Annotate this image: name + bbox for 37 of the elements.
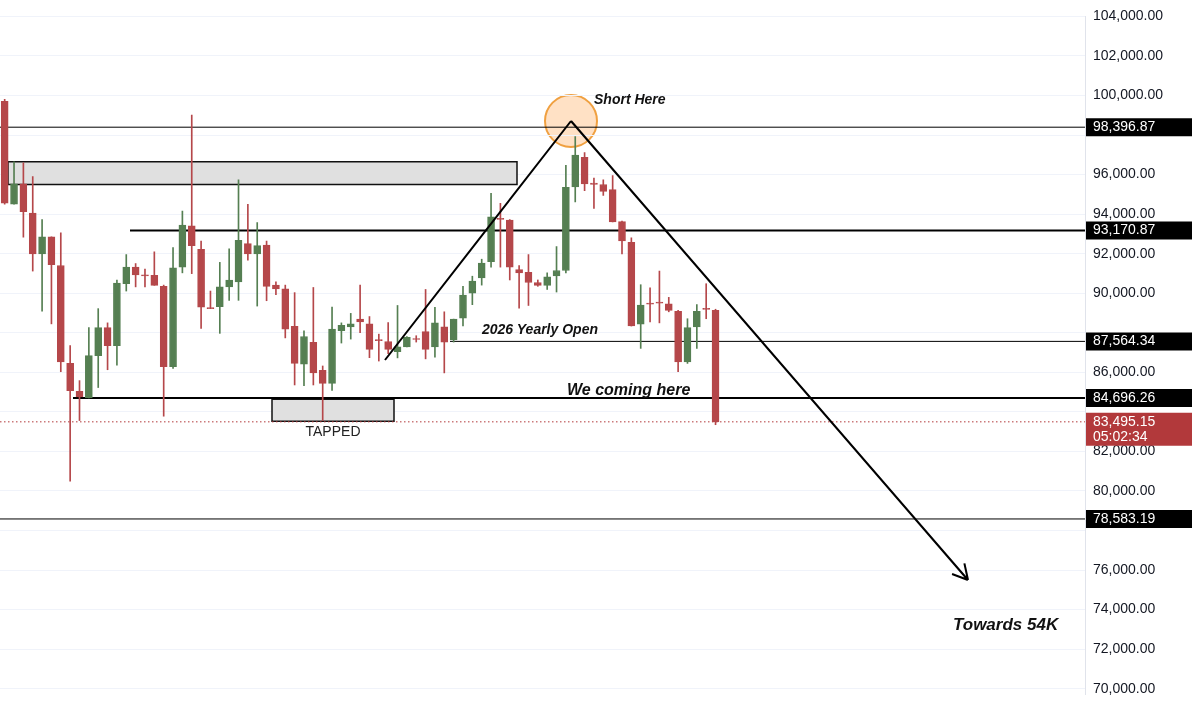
y-tick-label: 82,000.00 bbox=[1093, 442, 1156, 459]
candlestick bbox=[244, 203, 252, 261]
annotation: We coming here bbox=[567, 381, 691, 399]
candlestick bbox=[374, 333, 383, 362]
y-tick-label: 90,000.00 bbox=[1093, 284, 1156, 301]
y-tick-label: 76,000.00 bbox=[1093, 560, 1156, 577]
ref-line-label: 84,696.26 bbox=[1093, 388, 1156, 405]
y-tick-label: 102,000.00 bbox=[1093, 46, 1164, 63]
candlestick bbox=[515, 265, 523, 309]
annotation: Towards 54K bbox=[953, 614, 1060, 634]
candlestick bbox=[141, 268, 149, 288]
y-tick-label: 70,000.00 bbox=[1093, 679, 1156, 696]
y-tick-label: 86,000.00 bbox=[1093, 363, 1156, 380]
annotation: 2026 Yearly Open bbox=[481, 320, 598, 337]
candlestick bbox=[66, 345, 74, 482]
y-tick-label: 100,000.00 bbox=[1093, 86, 1164, 103]
ref-line-label: 93,170.87 bbox=[1093, 221, 1156, 238]
annotation: Short Here bbox=[594, 90, 666, 107]
candlestick bbox=[225, 248, 233, 301]
y-tick-label: 80,000.00 bbox=[1093, 481, 1156, 498]
candlestick bbox=[187, 114, 196, 274]
y-tick-label: 104,000.00 bbox=[1093, 7, 1164, 24]
y-tick-label: 72,000.00 bbox=[1093, 639, 1156, 656]
ref-line-label: 83,495.15 05:02:34 bbox=[1093, 412, 1156, 444]
candlestick bbox=[590, 177, 598, 209]
candlestick bbox=[646, 287, 654, 323]
ref-line-label: 78,583.19 bbox=[1093, 509, 1156, 526]
band-label: TAPPED bbox=[305, 423, 361, 439]
y-tick-label: 92,000.00 bbox=[1093, 244, 1156, 261]
y-tick-label: 94,000.00 bbox=[1093, 204, 1156, 221]
y-tick-label: 96,000.00 bbox=[1093, 165, 1156, 182]
candlestick bbox=[253, 222, 262, 307]
ref-line-label: 87,564.34 bbox=[1093, 332, 1156, 349]
y-tick-label: 74,000.00 bbox=[1093, 600, 1156, 617]
candlestick bbox=[440, 311, 449, 374]
ref-line-label: 98,396.87 bbox=[1093, 118, 1156, 135]
candlestick bbox=[38, 219, 46, 312]
